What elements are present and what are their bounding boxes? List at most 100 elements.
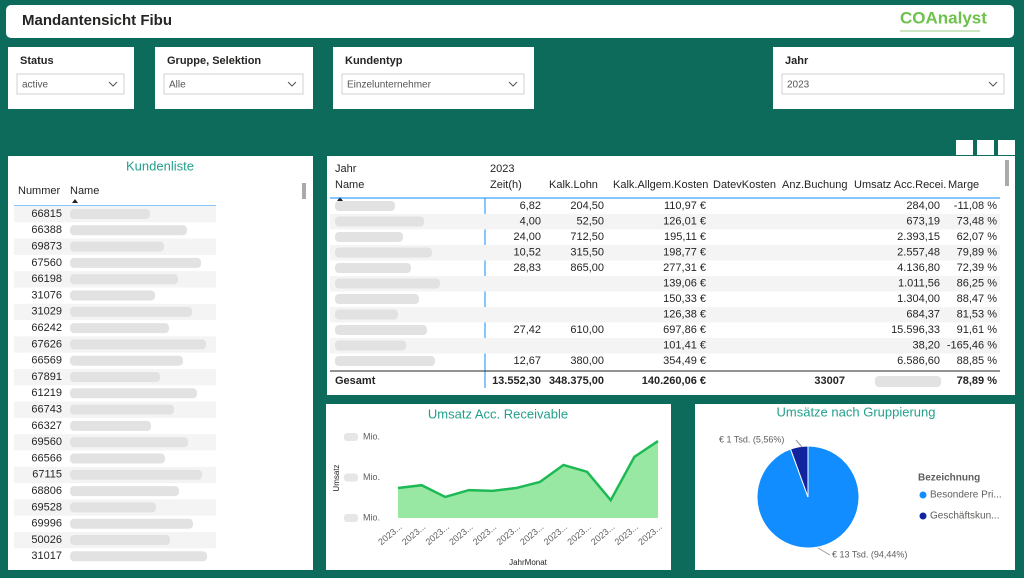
matrix-cell: 81,53 % bbox=[957, 308, 998, 320]
blurred-name bbox=[70, 404, 174, 415]
more-icon[interactable] bbox=[998, 140, 1015, 155]
matrix-cell: 73,48 % bbox=[957, 215, 998, 227]
matrix-cell: 204,50 bbox=[570, 200, 604, 212]
customer-number: 50026 bbox=[31, 534, 62, 546]
total-cell: 13.552,30 bbox=[492, 375, 541, 387]
area-chart-card bbox=[326, 404, 671, 570]
matrix-cell: 91,61 % bbox=[957, 324, 998, 336]
row-stripe bbox=[330, 276, 1000, 292]
matrix-cell: 72,39 % bbox=[957, 262, 998, 274]
dropdown-value: Einzelunternehmer bbox=[347, 80, 432, 91]
dropdown[interactable] bbox=[163, 73, 304, 95]
customer-number: 31076 bbox=[31, 289, 62, 301]
matrix-column-header: Kalk.Lohn bbox=[549, 179, 598, 191]
customer-number: 68806 bbox=[31, 485, 62, 497]
customer-number: 66327 bbox=[31, 420, 62, 432]
legend-marker bbox=[919, 512, 927, 520]
matrix-column-header: Anz.Buchung bbox=[782, 179, 847, 191]
customer-list-title: Kundenliste bbox=[126, 158, 194, 173]
matrix-column-header: DatevKosten bbox=[713, 179, 776, 191]
matrix-cell: 12,67 bbox=[513, 355, 541, 367]
filter-label: Gruppe, Selektion bbox=[167, 55, 261, 67]
blurred-name bbox=[70, 518, 193, 529]
filter-label: Jahr bbox=[785, 55, 809, 67]
pie-slice bbox=[789, 445, 809, 498]
matrix-cell: 277,31 € bbox=[663, 262, 706, 274]
blurred-name bbox=[70, 437, 188, 448]
matrix-cell: 88,47 % bbox=[957, 293, 998, 305]
matrix-cell: 28,83 bbox=[513, 262, 541, 274]
matrix-cell: 4,00 bbox=[520, 215, 541, 227]
customer-number: 31017 bbox=[31, 550, 62, 562]
chevron bbox=[508, 81, 518, 87]
line bbox=[397, 440, 659, 503]
customer-number: 31029 bbox=[31, 306, 62, 318]
y-tick-label: Mio. bbox=[363, 512, 380, 522]
matrix-cell: 865,00 bbox=[570, 262, 604, 274]
matrix-cell: 6.586,60 bbox=[897, 355, 940, 367]
customer-number: 67560 bbox=[31, 257, 62, 269]
blurred-name bbox=[70, 469, 202, 480]
focus-icon[interactable] bbox=[977, 140, 994, 155]
filter-icon[interactable] bbox=[956, 140, 973, 155]
matrix-cell: 284,00 bbox=[906, 200, 940, 212]
row-stripe bbox=[330, 307, 1000, 323]
total-cell: 348.375,00 bbox=[549, 375, 604, 387]
blurred-name bbox=[70, 372, 160, 382]
total-label: Gesamt bbox=[335, 375, 376, 387]
data-label: € 1 Tsd. (5,56%) bbox=[719, 434, 784, 444]
matrix-cell: 24,00 bbox=[513, 231, 541, 243]
x-axis-label: JahrMonat bbox=[509, 558, 548, 567]
blurred-name bbox=[70, 290, 155, 301]
matrix-cell: 673,19 bbox=[906, 215, 940, 227]
matrix-column-header: Umsatz Acc.Recei. bbox=[854, 179, 946, 191]
blurred-name bbox=[335, 216, 424, 227]
blurred-name bbox=[70, 502, 156, 513]
matrix-cell: 15.596,33 bbox=[891, 324, 940, 336]
area bbox=[398, 441, 658, 518]
legend-title: Bezeichnung bbox=[918, 473, 980, 484]
column-header: Nummer bbox=[18, 185, 61, 197]
blurred-name bbox=[70, 339, 206, 350]
customer-number: 66569 bbox=[31, 355, 62, 367]
matrix-cell: 354,49 € bbox=[663, 355, 706, 367]
dropdown-value: 2023 bbox=[787, 80, 810, 91]
blurred-tick-number bbox=[344, 433, 358, 442]
page-title: Mandantensicht Fibu bbox=[22, 12, 172, 29]
customer-number: 66566 bbox=[31, 452, 62, 464]
dropdown[interactable] bbox=[341, 73, 525, 95]
matrix-cell: 712,50 bbox=[570, 231, 604, 243]
sort-arrow bbox=[72, 199, 78, 203]
y-tick-label: Mio. bbox=[363, 472, 380, 482]
blurred-name bbox=[335, 232, 403, 242]
total-cell: 140.260,06 € bbox=[642, 375, 706, 387]
blurred-name bbox=[70, 388, 197, 399]
filter-label: Status bbox=[20, 55, 54, 67]
blurred-name bbox=[70, 257, 201, 268]
matrix-column-header: Zeit(h) bbox=[490, 179, 522, 191]
dropdown-value: Alle bbox=[169, 80, 186, 91]
chevron bbox=[988, 81, 998, 87]
sort-arrow bbox=[337, 197, 343, 201]
filter-label: Kundentyp bbox=[345, 55, 403, 67]
blurred-name bbox=[335, 201, 395, 211]
blurred-name bbox=[70, 453, 165, 464]
blurred-name bbox=[70, 209, 150, 219]
blurred-name bbox=[70, 486, 179, 497]
matrix-cell: 126,38 € bbox=[663, 308, 706, 320]
customer-number: 69873 bbox=[31, 241, 62, 253]
blurred-name bbox=[335, 340, 406, 351]
blurred-name bbox=[335, 278, 440, 289]
matrix-cell: 1.304,00 bbox=[897, 293, 940, 305]
blurred-name bbox=[335, 309, 398, 320]
customer-number: 66388 bbox=[31, 224, 62, 236]
dropdown[interactable] bbox=[781, 73, 1005, 95]
y-axis-label: Umsatz bbox=[332, 464, 341, 491]
matrix-cell: -11,08 % bbox=[954, 200, 997, 212]
dropdown[interactable] bbox=[16, 73, 125, 95]
legend-label: Besondere Pri... bbox=[930, 490, 1002, 501]
row-stripe bbox=[330, 214, 1000, 230]
visual-icons bbox=[956, 140, 1015, 155]
column-header: Name bbox=[70, 185, 99, 197]
